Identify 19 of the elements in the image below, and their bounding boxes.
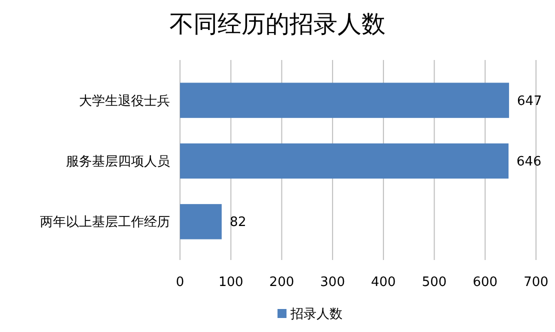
y-tick-label: 服务基层四项人员 xyxy=(66,154,170,170)
data-label: 646 xyxy=(516,154,542,170)
legend-label: 招录人数 xyxy=(290,307,342,322)
y-tick-label: 大学生退役士兵 xyxy=(79,94,170,109)
x-tick-label: 700 xyxy=(524,275,548,290)
data-label: 82 xyxy=(230,215,246,230)
bar xyxy=(180,204,222,240)
x-tick-label: 100 xyxy=(218,275,244,290)
data-label: 647 xyxy=(517,94,542,109)
y-tick-label: 两年以上基层工作经历 xyxy=(40,215,170,230)
x-tick-label: 0 xyxy=(176,275,184,290)
chart-title: 不同经历的招录人数 xyxy=(170,10,386,38)
bar xyxy=(180,82,510,118)
bar xyxy=(180,143,509,179)
x-tick-label: 600 xyxy=(472,275,498,290)
x-tick-label: 400 xyxy=(371,275,396,290)
x-tick-label: 200 xyxy=(269,275,294,290)
x-tick-label: 500 xyxy=(422,275,447,290)
x-tick-label: 300 xyxy=(320,275,345,290)
